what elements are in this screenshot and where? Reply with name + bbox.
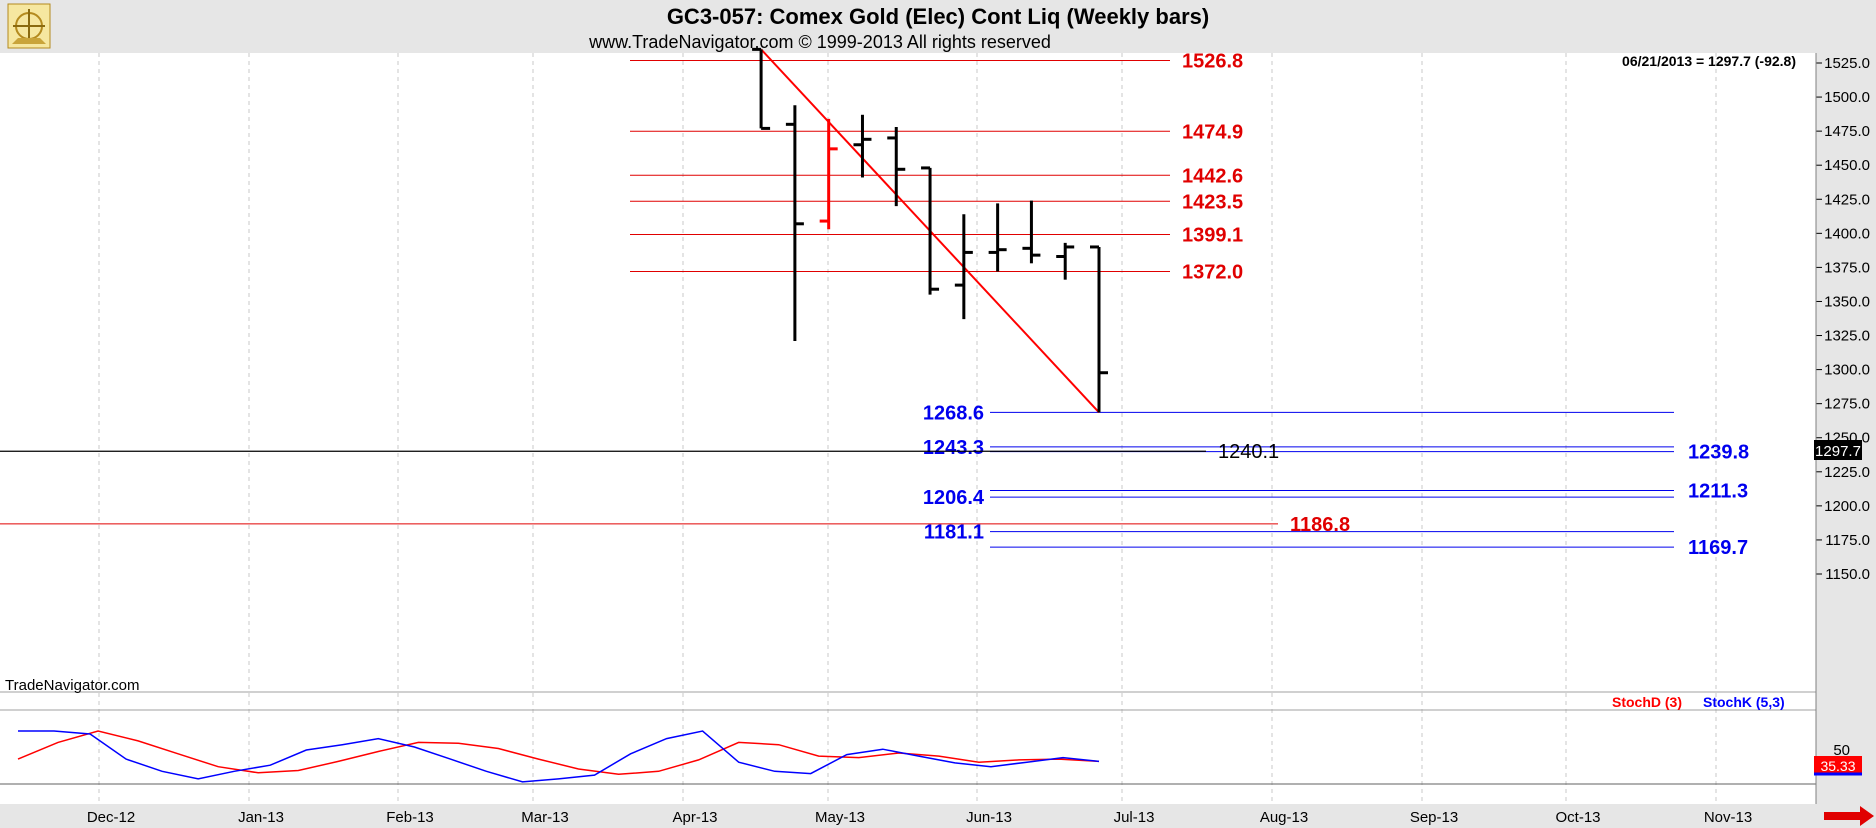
y-axis-strip — [1816, 53, 1876, 804]
y-tick-label: 1450.0 — [1824, 157, 1870, 174]
y-tick-label: 1400.0 — [1824, 225, 1870, 242]
watermark: TradeNavigator.com — [5, 677, 140, 694]
level-label: 1526.8 — [1182, 51, 1243, 73]
level-label: 1169.7 — [1688, 537, 1748, 559]
x-tick-label: May-13 — [815, 809, 865, 826]
level-label: 1239.8 — [1688, 442, 1749, 464]
x-tick-label: Feb-13 — [386, 809, 434, 826]
legend-stochd: StochD (3) — [1612, 694, 1682, 710]
level-label: 1372.0 — [1182, 261, 1243, 283]
y-tick-label: 1175.0 — [1825, 532, 1870, 549]
level-label: 1268.6 — [923, 402, 984, 424]
ohlc-bar — [752, 47, 771, 130]
tradenavigator-logo — [7, 3, 51, 49]
stoch-last-box — [1814, 756, 1862, 774]
last-price-box — [1814, 440, 1862, 460]
y-tick-label: 1300.0 — [1824, 362, 1870, 379]
ohlc-bar — [1090, 245, 1108, 413]
last-value-readout: 06/21/2013 = 1297.7 (-92.8) — [1622, 53, 1796, 69]
ohlc-bar — [1022, 200, 1041, 264]
y-tick-label: 1225.0 — [1824, 464, 1870, 481]
ohlc-bar — [954, 214, 973, 320]
x-tick-label: Dec-12 — [87, 809, 135, 826]
chart-subtitle: www.TradeNavigator.com © 1999-2013 All r… — [588, 32, 1051, 52]
x-tick-label: Oct-13 — [1555, 809, 1600, 826]
level-label: 1186.8 — [1290, 514, 1350, 536]
y-tick-label: 1375.0 — [1824, 259, 1870, 276]
x-tick-label: Jul-13 — [1114, 809, 1155, 826]
level-label: 1442.6 — [1182, 165, 1243, 187]
stochd-line — [17, 730, 1100, 776]
axes: Dec-12 Jan-13 Feb-13 Mar-13 Apr-13 May-13 Jun-… — [87, 55, 1870, 826]
scroll-right-arrow-icon[interactable] — [1824, 806, 1874, 826]
x-tick-label: Jun-13 — [966, 809, 1012, 826]
x-tick-label: Sep-13 — [1410, 809, 1458, 826]
y-tick-label: 1475.0 — [1824, 123, 1870, 140]
level-label: 1211.3 — [1688, 480, 1748, 502]
y-tick-label: 1500.0 — [1824, 89, 1870, 106]
stoch-last-label: 35.33 — [1820, 758, 1855, 774]
stochastic-panel — [17, 730, 1100, 783]
level-label: 1206.4 — [923, 487, 985, 509]
stochk-line — [18, 730, 1100, 783]
y-tick-label: 1525.0 — [1824, 55, 1870, 72]
price-bars — [752, 47, 1108, 413]
level-label: 1399.1 — [1182, 225, 1243, 247]
y-tick-label: 1425.0 — [1824, 191, 1870, 208]
grid — [98, 53, 1717, 804]
y-tick-label: 1200.0 — [1824, 498, 1870, 515]
y-tick-label: 1350.0 — [1824, 293, 1870, 310]
stoch-y-tick-label: 50 — [1833, 742, 1850, 759]
x-tick-label: Apr-13 — [672, 809, 717, 826]
x-tick-label: Jan-13 — [238, 809, 284, 826]
ohlc-bar — [887, 127, 906, 207]
level-label: 1243.3 — [923, 437, 984, 459]
ohlc-bar — [1056, 242, 1075, 280]
level-label: 1474.9 — [1182, 121, 1243, 143]
y-tick-label: 1150.0 — [1825, 566, 1870, 583]
x-tick-label: Nov-13 — [1704, 809, 1752, 826]
title-bar — [0, 0, 1876, 53]
ohlc-bar — [921, 166, 940, 295]
level-label: 1240.1 — [1218, 441, 1279, 463]
horizontal-levels: 1526.8 1474.9 1442.6 1423.5 1399.1 1372.0 1268… — [0, 51, 1749, 559]
level-label: 1181.1 — [924, 522, 984, 544]
ohlc-bar — [785, 105, 804, 341]
y-tick-label: 1275.0 — [1824, 396, 1870, 413]
ohlc-bar — [988, 203, 1007, 272]
legend-stochk: StochK (5,3) — [1703, 694, 1785, 710]
x-tick-label: Aug-13 — [1260, 809, 1308, 826]
last-price-label: 1297.7 — [1815, 443, 1861, 460]
ohlc-bar — [819, 118, 838, 230]
y-tick-label: 1325.0 — [1824, 328, 1870, 345]
chart-title: GC3-057: Comex Gold (Elec) Cont Liq (Wee… — [667, 4, 1209, 29]
x-axis-strip — [0, 804, 1876, 828]
level-label: 1423.5 — [1182, 191, 1243, 213]
x-tick-label: Mar-13 — [521, 809, 569, 826]
ohlc-bar — [853, 114, 872, 178]
